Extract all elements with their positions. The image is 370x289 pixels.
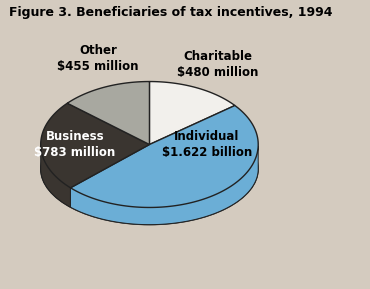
Text: Business
$783 million: Business $783 million	[34, 130, 116, 159]
Polygon shape	[70, 105, 258, 208]
Polygon shape	[41, 145, 70, 207]
Text: Figure 3. Beneficiaries of tax incentives, 1994: Figure 3. Beneficiaries of tax incentive…	[9, 6, 333, 19]
Text: Individual
$1.622 billion: Individual $1.622 billion	[162, 130, 252, 159]
Polygon shape	[149, 81, 235, 144]
Ellipse shape	[41, 113, 258, 225]
Text: Charitable
$480 million: Charitable $480 million	[178, 50, 259, 79]
Polygon shape	[41, 103, 149, 188]
Polygon shape	[70, 146, 258, 225]
Polygon shape	[67, 81, 149, 144]
Text: Other
$455 million: Other $455 million	[57, 44, 139, 73]
